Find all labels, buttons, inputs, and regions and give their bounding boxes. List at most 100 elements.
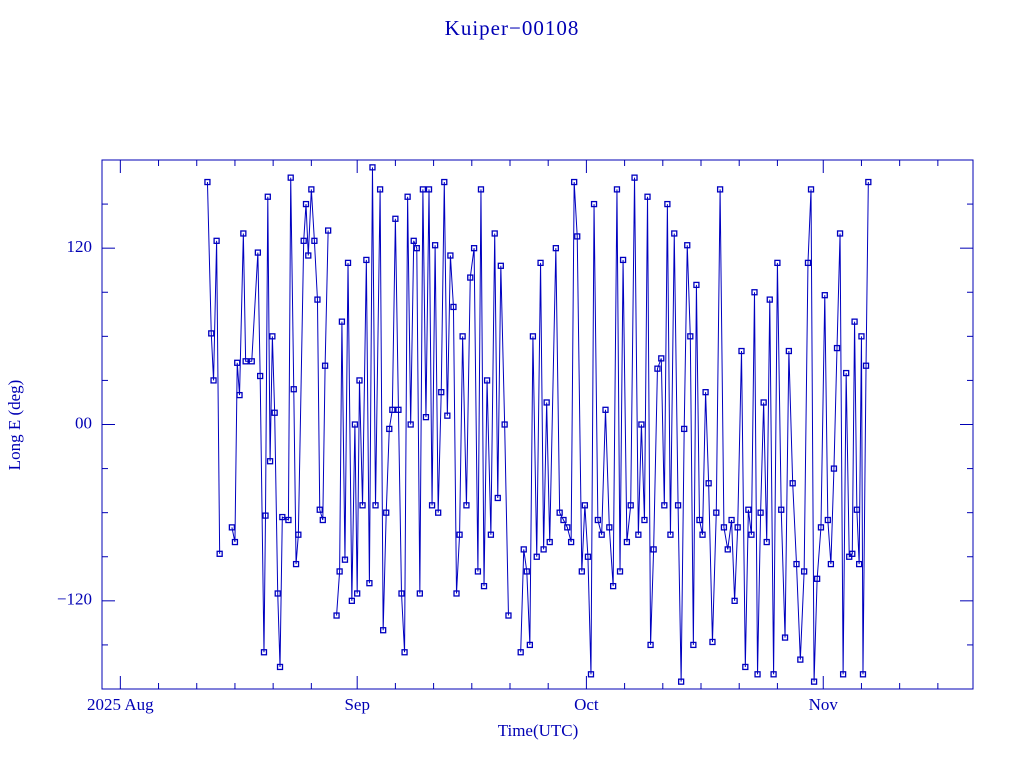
data-point [356,377,363,384]
data-point [302,200,310,208]
data-point [292,560,300,568]
data-point [276,663,284,671]
data-point [720,524,728,531]
y-tick-label: −120 [57,590,92,609]
data-point [590,200,598,208]
data-point [817,524,825,531]
data-point [366,580,373,587]
data-point [677,678,685,685]
data-point [398,590,405,597]
data-point [647,641,654,649]
x-tick-label: 2025 Aug [87,695,154,714]
data-point [693,281,700,289]
data-point [699,531,706,538]
data-point [526,641,534,649]
data-point [338,318,346,325]
data-point [734,524,741,531]
data-point [459,333,466,340]
data-point [208,330,215,337]
data-point [578,568,585,575]
data-point [444,412,451,419]
data-point [380,627,387,634]
data-point [254,249,262,256]
data-point [839,671,847,678]
data-point [260,649,268,656]
data-point [422,414,430,421]
data-point [376,186,384,193]
data-point [210,377,217,384]
data-point [862,362,870,369]
data-point [314,296,321,303]
data-point [491,230,498,237]
data-point [456,531,463,538]
data-point [824,516,831,524]
data-point [487,531,495,538]
data-point [533,553,540,560]
data-point [336,568,343,575]
data-point [833,344,841,352]
data-point [650,546,657,553]
data-point [540,546,547,553]
data-point [658,355,665,362]
data-point [754,671,761,678]
data-point [684,242,691,249]
data-point [447,252,454,259]
data-point [392,215,399,222]
data-point [311,237,318,244]
data-point [300,237,307,244]
data-point [552,245,559,252]
data-point [851,318,858,325]
data-point [797,656,804,663]
data-point [470,245,478,252]
data-point [567,538,575,546]
data-point [279,513,286,521]
data-point [856,560,863,568]
data-point [713,509,720,516]
data-point [416,590,423,597]
data-point [757,509,764,516]
data-point [321,362,329,369]
data-point [623,538,631,546]
data-point [598,531,605,538]
data-point [738,347,745,355]
data-point [316,506,323,513]
data-point [228,524,236,531]
data-point [667,531,674,538]
data-point [407,421,414,428]
data-point [731,597,738,604]
data-point [431,242,439,249]
data-point [351,421,359,428]
data-point [821,292,828,299]
data-point [483,377,491,384]
data-point [401,649,408,656]
data-point [290,386,297,393]
data-point [285,516,292,524]
data-point [213,237,220,244]
data-point [664,200,671,208]
data-point [571,178,578,186]
data-point [389,406,396,413]
data-point [463,502,470,509]
data-point [751,289,758,296]
data-point [641,516,648,524]
data-point [264,193,271,200]
data-point [453,590,460,597]
data-point [419,186,427,193]
data-point [266,458,274,465]
data-point [441,178,448,186]
data-point [800,568,808,575]
data-point [450,303,457,311]
data-point [537,259,544,267]
chart-title: Kuiper−00108 [445,16,580,40]
data-point [843,369,850,377]
data-point [435,509,442,516]
data-point [242,358,249,365]
data-point [702,389,709,396]
data-point [654,365,661,372]
data-point [766,296,773,303]
data-point [587,671,595,678]
data-point [584,553,592,560]
